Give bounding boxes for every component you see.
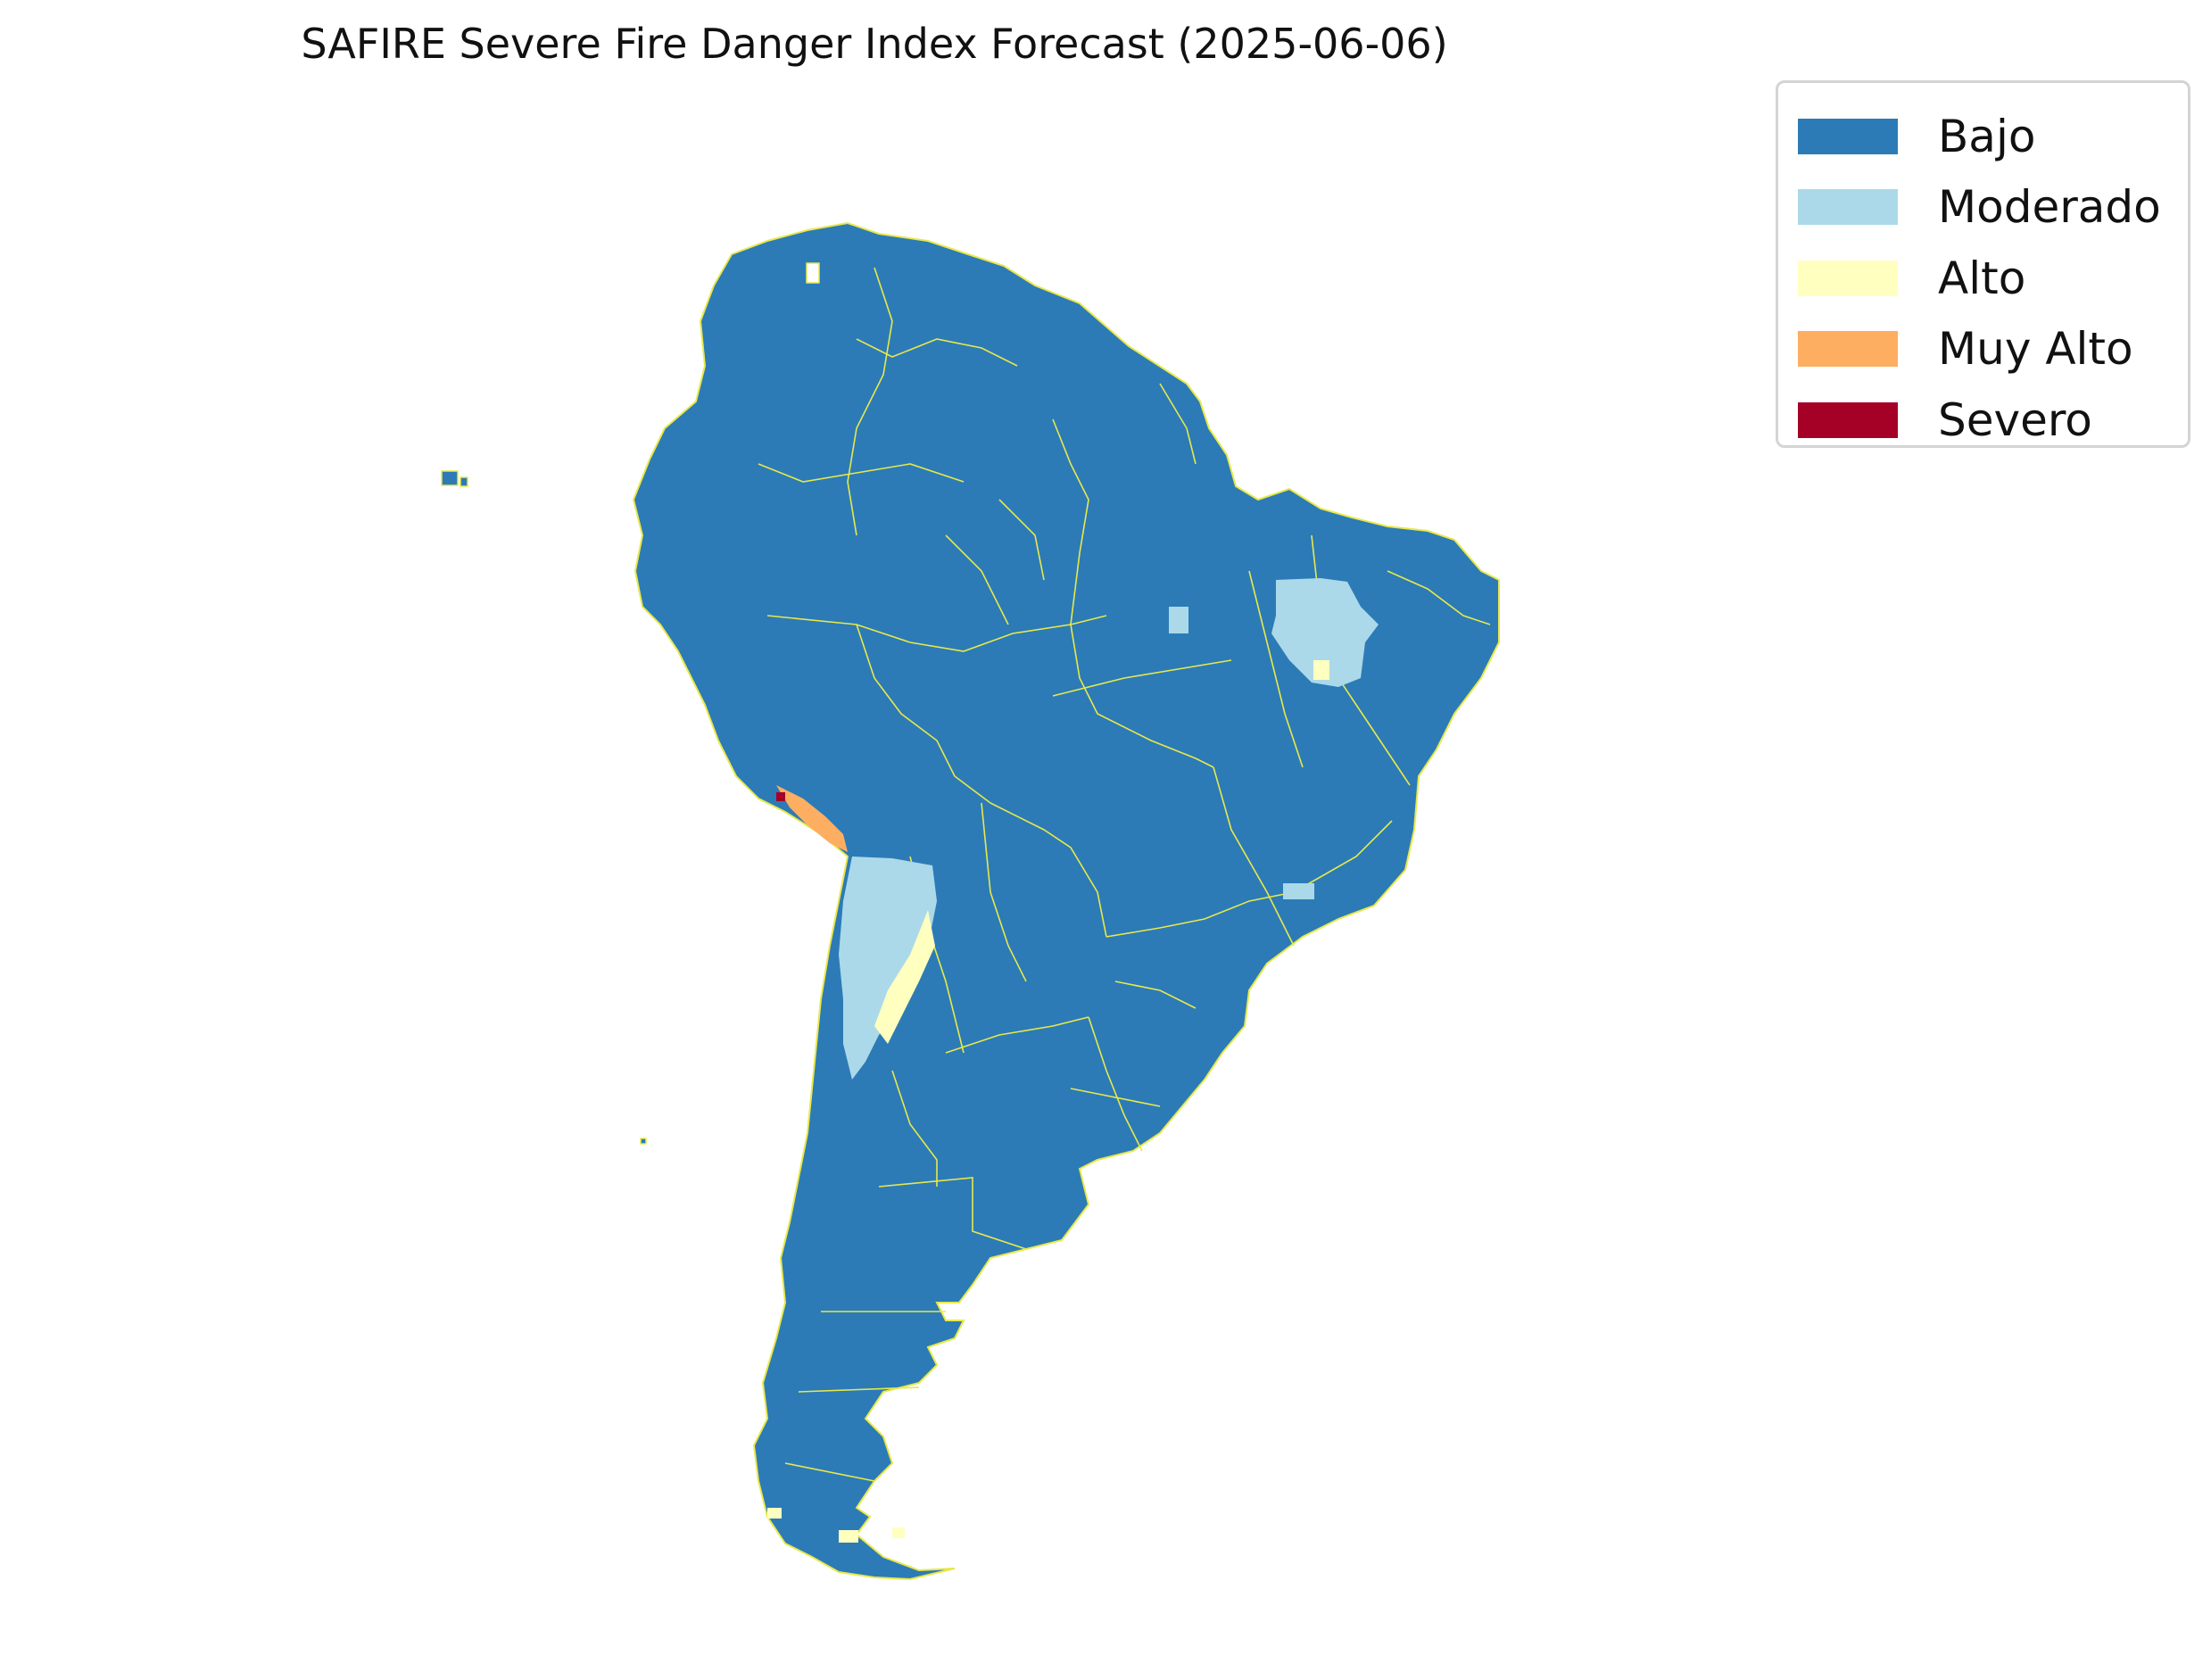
alto-areas [767, 660, 1329, 1543]
legend-swatch-alto [1798, 260, 1898, 296]
muy-alto-areas [776, 785, 848, 852]
islands [441, 262, 820, 1145]
legend-item-severo: Severo [1798, 385, 2188, 456]
legend-label: Moderado [1938, 181, 2161, 234]
moderado-areas [839, 578, 1379, 1080]
legend-swatch-moderado [1798, 189, 1898, 226]
legend-label: Severo [1938, 393, 2092, 446]
legend-swatch-bajo [1798, 118, 1898, 154]
severo-areas [776, 792, 785, 801]
legend-item-bajo: Bajo [1798, 101, 2188, 172]
legend-label: Muy Alto [1938, 323, 2133, 376]
legend-item-moderado: Moderado [1798, 172, 2188, 244]
chart-title: SAFIRE Severe Fire Danger Index Forecast… [301, 20, 1448, 68]
legend-label: Bajo [1938, 110, 2036, 162]
legend: Bajo Moderado Alto Muy Alto Severo [1776, 80, 2190, 448]
admin-boundaries [758, 267, 1491, 1482]
legend-item-muy-alto: Muy Alto [1798, 314, 2188, 385]
legend-item-alto: Alto [1798, 243, 2188, 314]
legend-swatch-severo [1798, 401, 1898, 438]
legend-swatch-muy-alto [1798, 331, 1898, 368]
south-america-landmass [632, 221, 1500, 1581]
legend-label: Alto [1938, 252, 2026, 304]
